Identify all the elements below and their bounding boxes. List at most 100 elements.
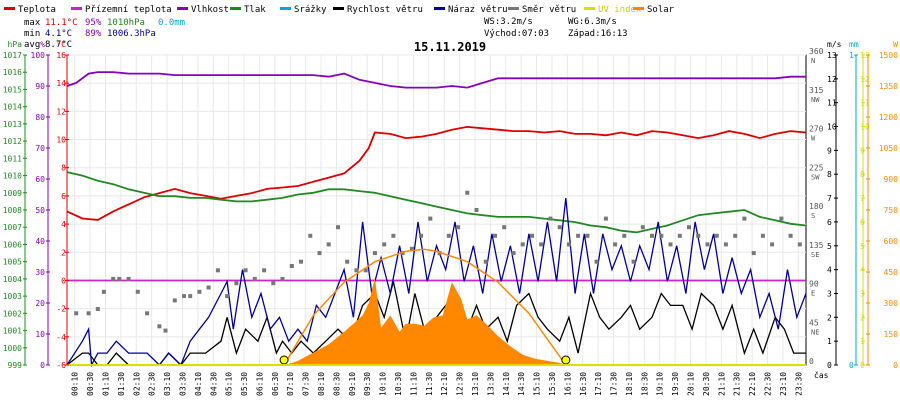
dir-axis-dir-label: N <box>811 57 815 65</box>
pct-axis-tick-label: 30 <box>35 268 45 277</box>
uv-axis-tick-label: 4 <box>860 266 865 275</box>
degc-axis-tick-label: 0 <box>61 276 66 285</box>
sunset-marker <box>561 355 571 365</box>
legend-swatch-2 <box>177 7 188 10</box>
dir-axis-tick-label: 360 <box>809 47 824 56</box>
uv-axis-tick-label: 11 <box>860 99 870 108</box>
x-tick-label: 05:10 <box>225 372 234 396</box>
x-tick-label: 05:30 <box>240 372 249 396</box>
dir-axis-tick-label: 180 <box>809 202 824 211</box>
uv-axis-tick-label: 5 <box>860 242 865 251</box>
x-tick-label: 02:10 <box>132 372 141 396</box>
degc-axis-tick-label: 16 <box>56 51 66 60</box>
x-tick-label: 18:10 <box>625 372 634 396</box>
degc-axis-unit: °C <box>56 40 66 49</box>
uv-axis-tick-label: 6 <box>860 218 865 227</box>
dir-axis-dir-label: W <box>811 135 816 143</box>
wind-direction-point <box>145 311 150 316</box>
hpa-axis-unit: hPa <box>8 40 23 49</box>
pct-axis-tick-label: 40 <box>35 237 45 246</box>
legend-swatch-1 <box>71 7 82 10</box>
hpa-axis-tick-label: 1006 <box>3 240 22 249</box>
stats-ws: WS:3.2m/s <box>484 17 533 27</box>
wind-direction-point <box>742 216 747 221</box>
uv-axis-tick-label: 13 <box>860 51 870 60</box>
uv-axis-tick-label: 8 <box>860 170 865 179</box>
x-tick-label: 20:30 <box>702 372 711 396</box>
hpa-axis-tick-label: 1009 <box>3 189 22 198</box>
watt-axis-tick-label: 1050 <box>879 144 898 153</box>
pct-axis-tick-label: 60 <box>35 175 45 184</box>
wind-direction-point <box>419 233 424 238</box>
degc-axis-tick-label: -6 <box>56 361 66 370</box>
x-tick-label: 11:10 <box>409 372 418 396</box>
legend-swatch-8 <box>584 7 595 10</box>
wind-direction-point <box>530 233 534 238</box>
wind-direction-point <box>779 216 784 221</box>
wind-direction-point <box>252 276 257 281</box>
wind-direction-point <box>363 268 368 273</box>
wind-direction-point <box>557 225 562 230</box>
stats-max-label: max <box>24 18 41 28</box>
pct-axis-tick-label: 10 <box>35 330 45 339</box>
wind-direction-point <box>135 289 140 294</box>
wind-direction-point <box>336 225 340 230</box>
x-tick-label: 22:10 <box>748 372 757 396</box>
x-tick-label: 07:10 <box>286 372 295 396</box>
wind-direction-point <box>631 259 636 264</box>
wind-direction-point <box>687 225 691 230</box>
x-tick-label: 18:30 <box>640 372 649 396</box>
uv-axis-tick-label: 10 <box>860 123 870 132</box>
legend-swatch-0 <box>4 7 15 10</box>
pct-axis-tick-label: 20 <box>35 299 45 308</box>
chart-legend: Teplota Přízemní teplota Vlhkost Tlak Srážky… <box>4 5 675 15</box>
watt-axis-tick-label: 600 <box>884 237 899 246</box>
dir-axis-tick-label: 0 <box>809 357 814 366</box>
wind-direction-point <box>650 233 654 238</box>
uv-axis-tick-label: 9 <box>860 146 865 155</box>
x-tick-label: 20:10 <box>687 372 696 396</box>
hpa-axis-tick-label: 1012 <box>3 137 22 146</box>
wind-direction-point <box>622 233 627 238</box>
wind-direction-point <box>271 281 276 286</box>
wind-direction-point <box>456 225 461 230</box>
x-tick-label: 01:10 <box>101 372 110 396</box>
pct-axis-tick-label: 70 <box>35 144 45 153</box>
degc-axis-tick-label: 2 <box>61 248 66 257</box>
wind-direction-point <box>493 233 497 238</box>
x-tick-label: 01:30 <box>117 372 126 396</box>
wind-direction-point <box>465 190 470 195</box>
stats-sunset: Západ:16:13 <box>568 29 628 39</box>
x-tick-label: 10:10 <box>379 372 388 396</box>
x-tick-label: 15:30 <box>548 372 557 396</box>
wind-direction-point <box>797 242 802 247</box>
dir-axis-tick-label: 45 <box>809 318 819 327</box>
wind-direction-point <box>751 251 756 256</box>
wind-axis-tick-label: 3 <box>827 289 832 298</box>
legend-swatch-7 <box>508 7 519 10</box>
wind-axis-tick-label: 10 <box>827 123 837 132</box>
series-solar <box>285 278 566 365</box>
wind-direction-point <box>483 259 488 264</box>
wind-direction-point <box>111 276 116 281</box>
plot-area <box>66 54 807 368</box>
wind-direction-point <box>613 242 618 247</box>
degc-axis-tick-label: -4 <box>56 333 66 342</box>
legend-label-4: Srážky <box>294 5 327 15</box>
pct-axis-tick-label: 80 <box>35 113 45 122</box>
hpa-axis-tick-label: 999 <box>8 361 23 370</box>
x-tick-label: 06:30 <box>271 372 280 396</box>
wind-direction-point <box>289 264 294 268</box>
series-tlak <box>66 171 807 234</box>
watt-axis-tick-label: 1500 <box>879 51 898 60</box>
degc-axis-tick-label: 6 <box>61 192 66 201</box>
stats-max-rain: 0.0mm <box>158 18 185 28</box>
wind-direction-point <box>117 276 122 281</box>
legend-label-3: Tlak <box>244 5 266 15</box>
legend-swatch-9 <box>633 7 644 10</box>
wind-direction-point <box>409 246 414 251</box>
x-tick-label: 19:10 <box>656 372 665 396</box>
x-tick-label: 04:10 <box>194 372 203 396</box>
x-axis-unit: čas <box>814 370 829 380</box>
